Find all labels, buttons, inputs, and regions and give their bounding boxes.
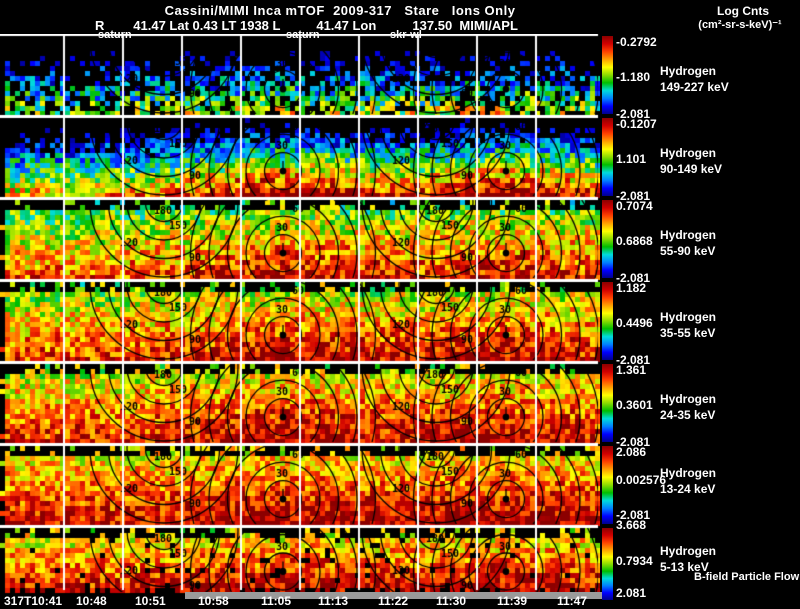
- colorbar-tick-mid: 0.002576: [616, 473, 667, 487]
- colorbar-tick-max: 2.086: [616, 445, 647, 459]
- panel-energy-range: 35-55 keV: [660, 326, 716, 340]
- time-axis-tick: 11:05: [261, 594, 292, 608]
- panel-energy-range: 24-35 keV: [660, 408, 716, 422]
- colorbar-tick-max: -0.2792: [616, 35, 657, 49]
- time-axis-tick: 317T10:41: [4, 594, 63, 608]
- event-label-saturn-1: saturn: [98, 29, 132, 41]
- panel-species: Hydrogen: [660, 64, 717, 78]
- colorbar-tick-min: -2.081: [616, 353, 651, 367]
- colorbar: [602, 282, 613, 360]
- colorbar-tick-mid: 0.4496: [616, 316, 653, 330]
- colorbar-tick-min: -2.081: [616, 508, 651, 522]
- colorbar-tick-min: -2.081: [616, 271, 651, 285]
- colorbar-units-title: Log Cnts: [717, 4, 769, 18]
- panel-species: Hydrogen: [660, 146, 717, 160]
- panel-energy-range: 55-90 keV: [660, 244, 716, 258]
- spectrogram-canvas: [0, 34, 600, 600]
- colorbar-tick-max: 1.182: [616, 281, 647, 295]
- colorbar: [602, 528, 613, 600]
- colorbar: [602, 36, 613, 114]
- panel-species: Hydrogen: [660, 310, 717, 324]
- panel-species: Hydrogen: [660, 228, 717, 242]
- colorbar-tick-min: -2.081: [616, 435, 651, 449]
- panel-energy-range: 90-149 keV: [660, 162, 723, 176]
- event-label-saturn-2: saturn: [286, 29, 320, 41]
- ephemeris-line: R 41.47 Lat 0.43 LT 1938 L 41.47 Lon 137…: [95, 18, 518, 33]
- colorbar: [602, 364, 613, 442]
- time-axis-tick: 11:13: [318, 594, 349, 608]
- panel-species: Hydrogen: [660, 392, 717, 406]
- colorbar-tick-min: -2.081: [616, 189, 651, 203]
- panel-energy-range: 5-13 keV: [660, 560, 709, 574]
- colorbar-tick-min: 2.081: [616, 586, 647, 600]
- colorbar-units-sub: (cm²-sr-s-keV)⁻¹: [698, 19, 782, 31]
- colorbar-tick-max: 0.7074: [616, 199, 653, 213]
- page-title: Cassini/MIMI Inca mTOF 2009-317 Stare Io…: [164, 3, 516, 18]
- colorbar-tick-mid: 0.6868: [616, 234, 653, 248]
- colorbar: [602, 118, 613, 196]
- colorbar-tick-max: 1.361: [616, 363, 647, 377]
- time-axis-tick: 11:22: [378, 594, 409, 608]
- panel-energy-range: 149-227 keV: [660, 80, 729, 94]
- colorbar-tick-mid: 1.101: [616, 152, 647, 166]
- colorbar-tick-mid: 0.7934: [616, 554, 653, 568]
- time-axis-tick: 10:58: [198, 594, 229, 608]
- panel-energy-range: 13-24 keV: [660, 482, 716, 496]
- colorbar-tick-max: -0.1207: [616, 117, 657, 131]
- panel-species: Hydrogen: [660, 544, 717, 558]
- bfield-particle-flow-label: B-field Particle Flow: [694, 571, 800, 583]
- colorbar: [602, 200, 613, 278]
- time-axis-tick: 11:30: [436, 594, 467, 608]
- coverage-bar: [185, 592, 602, 599]
- time-axis-tick: 11:39: [497, 594, 528, 608]
- colorbar-tick-mid: 0.3601: [616, 398, 653, 412]
- colorbar-tick-min: -2.081: [616, 107, 651, 121]
- colorbar: [602, 446, 613, 524]
- colorbar-tick-mid: -1.180: [616, 70, 651, 84]
- time-axis-tick: 11:47: [557, 594, 588, 608]
- panel-species: Hydrogen: [660, 466, 717, 480]
- colorbar-tick-max: 3.668: [616, 518, 647, 532]
- time-axis-tick: 10:51: [135, 594, 166, 608]
- event-label-skr-wl: skr-wl: [390, 29, 422, 41]
- time-axis-tick: 10:48: [76, 594, 107, 608]
